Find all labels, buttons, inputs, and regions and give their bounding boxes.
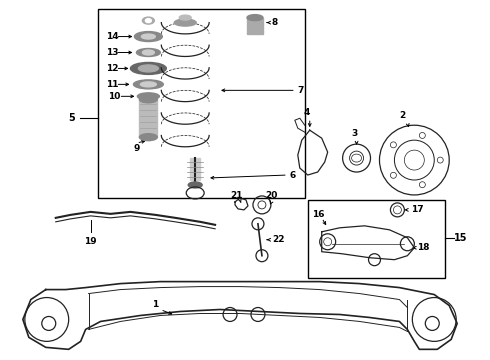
Text: 10: 10 — [108, 92, 121, 101]
Text: 14: 14 — [105, 32, 118, 41]
Ellipse shape — [136, 49, 160, 57]
Ellipse shape — [137, 93, 159, 100]
Text: 3: 3 — [351, 129, 358, 138]
Text: 16: 16 — [312, 210, 324, 219]
Ellipse shape — [188, 182, 202, 188]
Text: 1: 1 — [152, 300, 158, 309]
Ellipse shape — [143, 50, 154, 55]
Text: 15: 15 — [454, 233, 467, 243]
Text: 13: 13 — [105, 48, 118, 57]
Text: 12: 12 — [105, 64, 118, 73]
Text: 22: 22 — [272, 235, 284, 244]
Text: 5: 5 — [69, 113, 75, 123]
Bar — [140, 99, 157, 137]
Ellipse shape — [141, 82, 156, 87]
Ellipse shape — [142, 34, 155, 39]
Text: 19: 19 — [84, 237, 97, 246]
Text: 9: 9 — [133, 144, 140, 153]
Text: 7: 7 — [298, 86, 304, 95]
Text: 17: 17 — [412, 206, 424, 215]
Text: 11: 11 — [105, 80, 118, 89]
Ellipse shape — [133, 80, 163, 89]
Text: 4: 4 — [304, 108, 310, 117]
Ellipse shape — [146, 19, 151, 23]
Bar — [98, 9, 305, 198]
Ellipse shape — [143, 17, 154, 24]
Ellipse shape — [174, 19, 196, 26]
Text: 6: 6 — [290, 171, 296, 180]
Ellipse shape — [247, 15, 263, 21]
Text: 2: 2 — [399, 111, 406, 120]
Text: 21: 21 — [230, 192, 243, 201]
Ellipse shape — [140, 96, 157, 103]
Text: 20: 20 — [265, 192, 277, 201]
Ellipse shape — [179, 15, 191, 20]
Ellipse shape — [138, 65, 158, 72]
Text: 18: 18 — [417, 243, 430, 252]
Bar — [308, 200, 445, 278]
Ellipse shape — [134, 32, 162, 41]
Ellipse shape — [140, 134, 157, 141]
Bar — [247, 18, 263, 33]
Bar — [190, 158, 200, 180]
Text: 8: 8 — [272, 18, 278, 27]
Ellipse shape — [130, 62, 166, 75]
